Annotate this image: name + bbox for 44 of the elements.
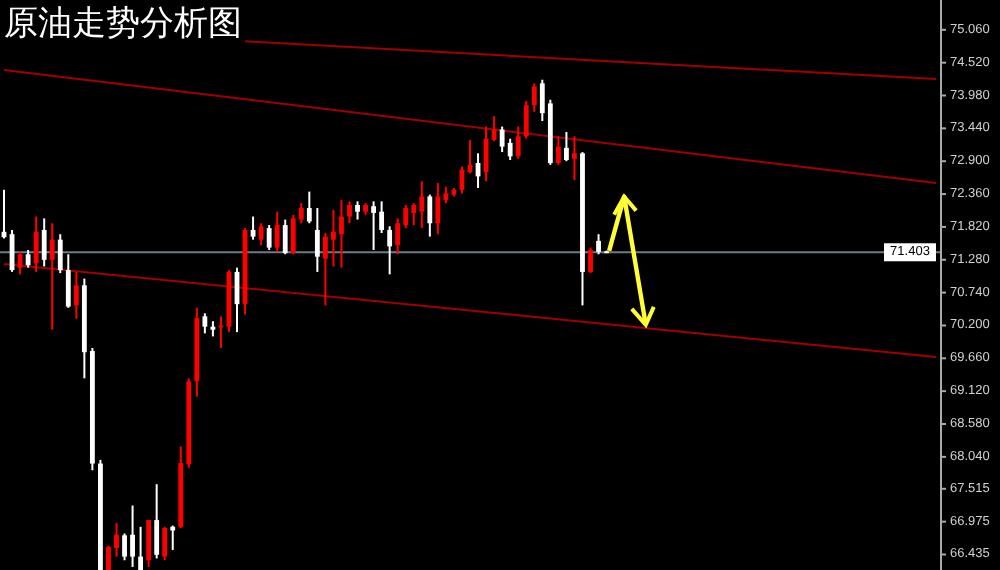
candlestick	[572, 135, 577, 182]
candlestick	[266, 224, 272, 252]
candlestick	[339, 199, 344, 269]
candlestick	[33, 215, 39, 273]
candlestick	[65, 253, 71, 309]
chart-title: 原油走势分析图	[4, 4, 242, 44]
candlestick	[588, 246, 593, 275]
candlestick	[531, 82, 537, 113]
candlestick	[202, 312, 208, 335]
candlestick	[491, 115, 497, 143]
candlestick	[331, 208, 336, 268]
candlestick	[555, 135, 561, 166]
candlestick	[162, 525, 168, 562]
candlestick	[282, 218, 288, 256]
candlestick	[523, 99, 529, 140]
candlestick	[347, 200, 352, 225]
candlestick	[154, 483, 160, 560]
candlestick	[314, 207, 320, 273]
candlestick	[387, 225, 393, 276]
candlestick	[49, 222, 55, 331]
candlestick	[130, 504, 135, 568]
candlestick	[515, 125, 521, 160]
candlestick	[596, 233, 601, 256]
candlestick	[290, 213, 296, 256]
candlestick	[371, 200, 376, 252]
candlestick	[499, 125, 505, 154]
candlestick	[427, 193, 433, 238]
candlestick	[564, 131, 569, 163]
candlestick	[507, 137, 513, 161]
candlestick	[73, 270, 79, 320]
candlestick	[411, 202, 417, 227]
candlestick	[355, 200, 360, 221]
candlestick	[274, 210, 280, 253]
candlestick	[57, 233, 63, 275]
candlestick	[379, 200, 385, 234]
candlestick	[419, 180, 425, 230]
candlestick	[258, 222, 264, 247]
candlestick	[322, 231, 328, 307]
candlestick	[138, 525, 144, 570]
candlestick	[122, 532, 127, 562]
candlestick	[306, 190, 312, 225]
candlestick	[146, 519, 152, 568]
candlestick	[435, 182, 441, 236]
candlestick	[41, 217, 47, 268]
